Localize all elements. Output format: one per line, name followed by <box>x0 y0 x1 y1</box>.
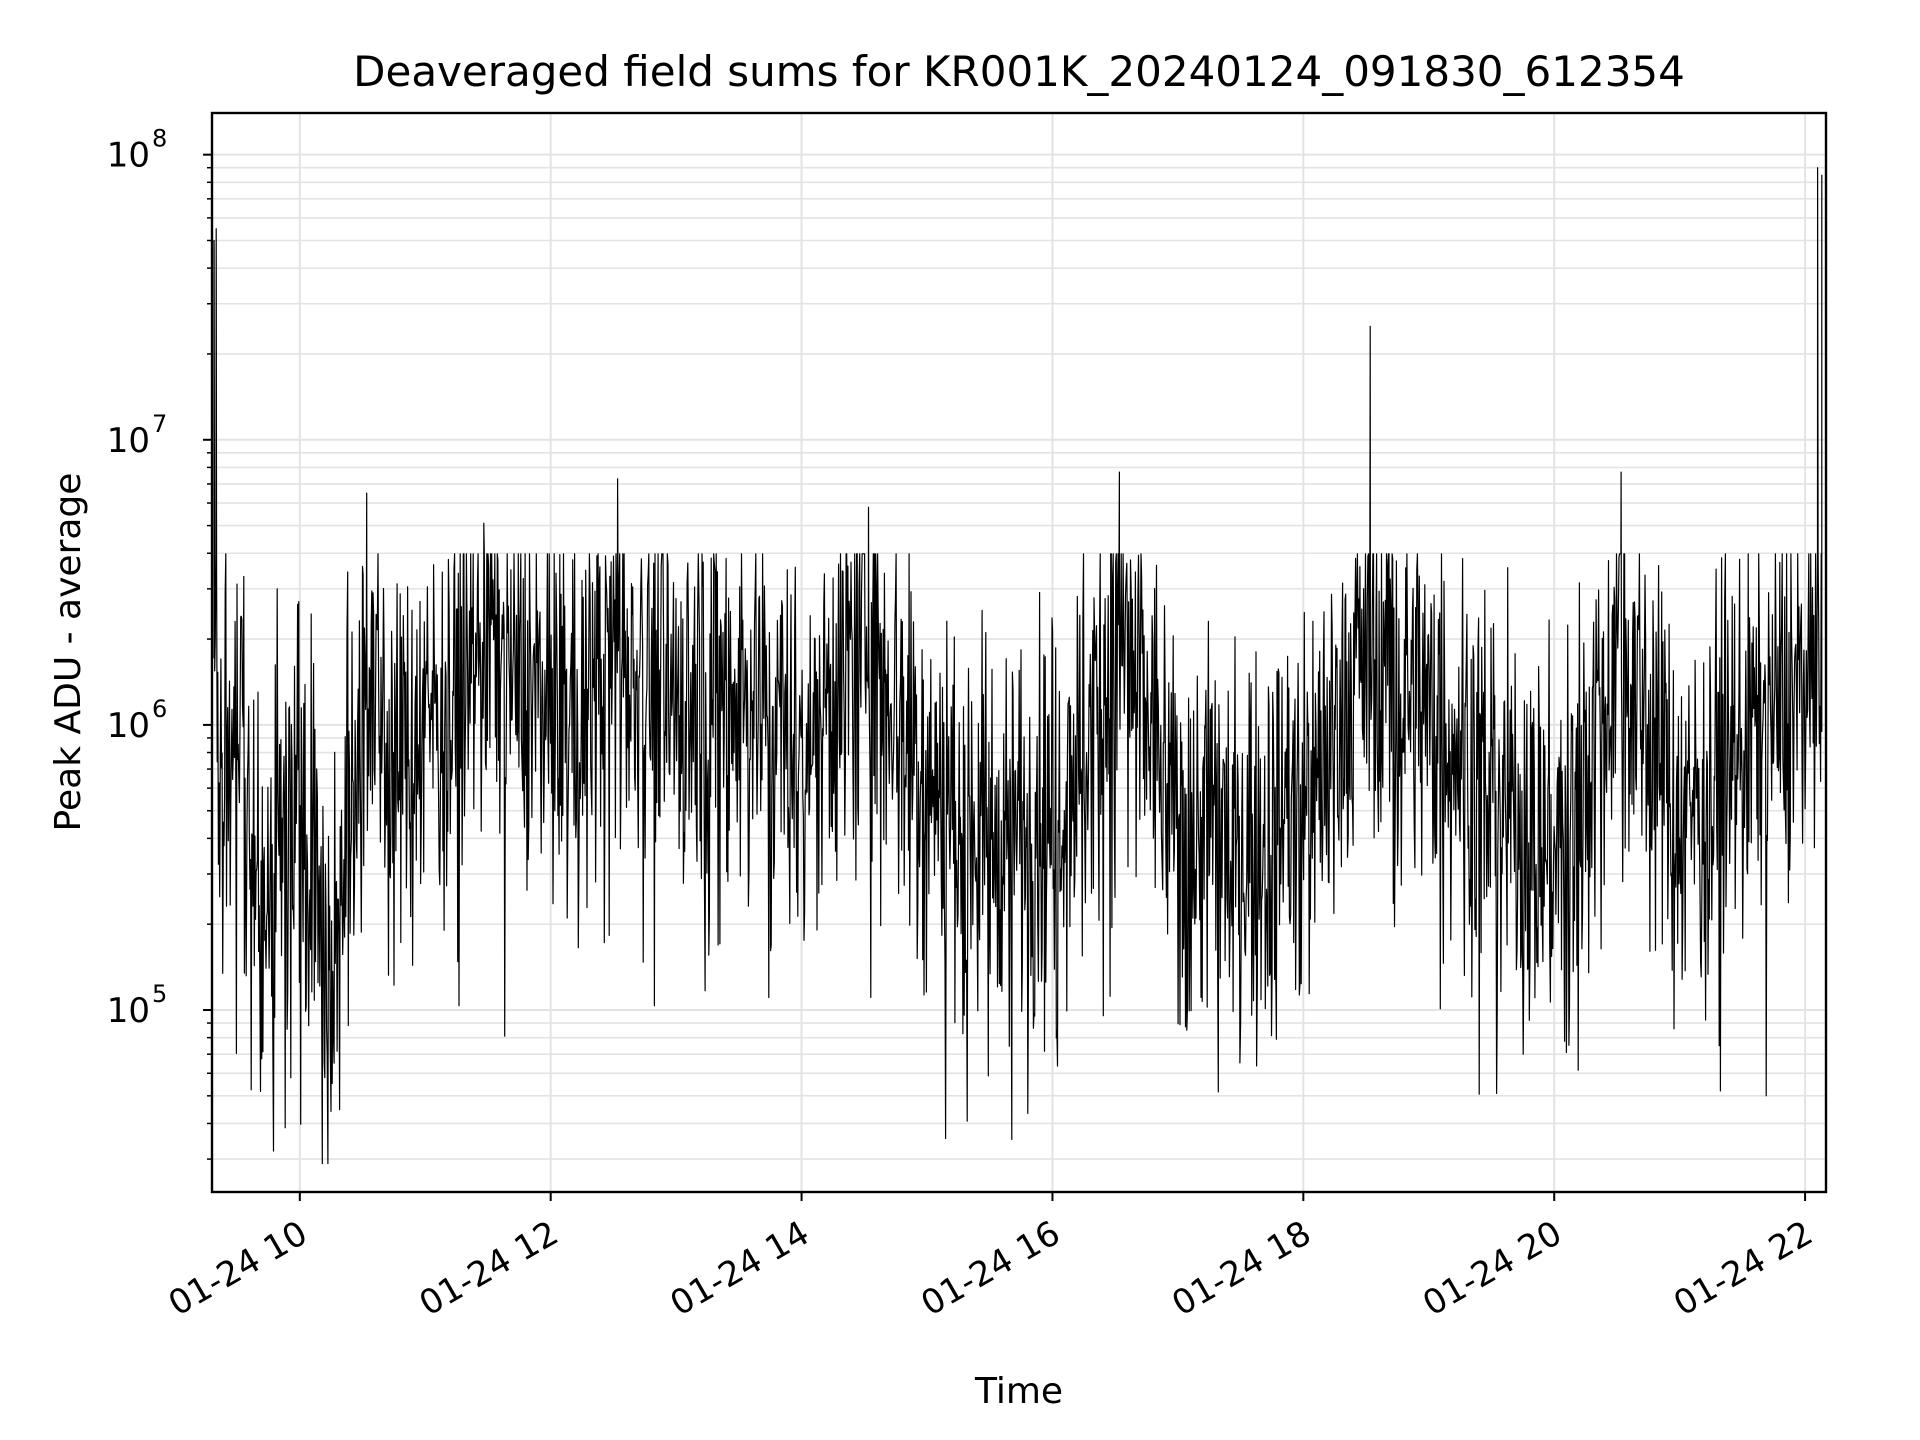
series-layer <box>213 167 1823 1165</box>
x-axis-label: Time <box>974 1371 1063 1412</box>
y-tick-label: 10 <box>107 421 150 461</box>
y-tick-exponent: 7 <box>152 410 167 438</box>
y-tick-exponent: 8 <box>152 125 167 153</box>
y-tick-label: 10 <box>107 136 150 176</box>
y-tick-exponent: 6 <box>152 695 167 723</box>
y-tick-exponent: 5 <box>152 980 167 1008</box>
plot-frame <box>210 111 1828 1194</box>
series-line <box>213 167 1823 1165</box>
y-axis-label: Peak ADU - average <box>48 473 89 832</box>
y-tick-label: 10 <box>107 991 150 1031</box>
y-tick-label: 10 <box>107 706 150 746</box>
chart-title: Deaveraged field sums for KR001K_2024012… <box>353 47 1685 96</box>
